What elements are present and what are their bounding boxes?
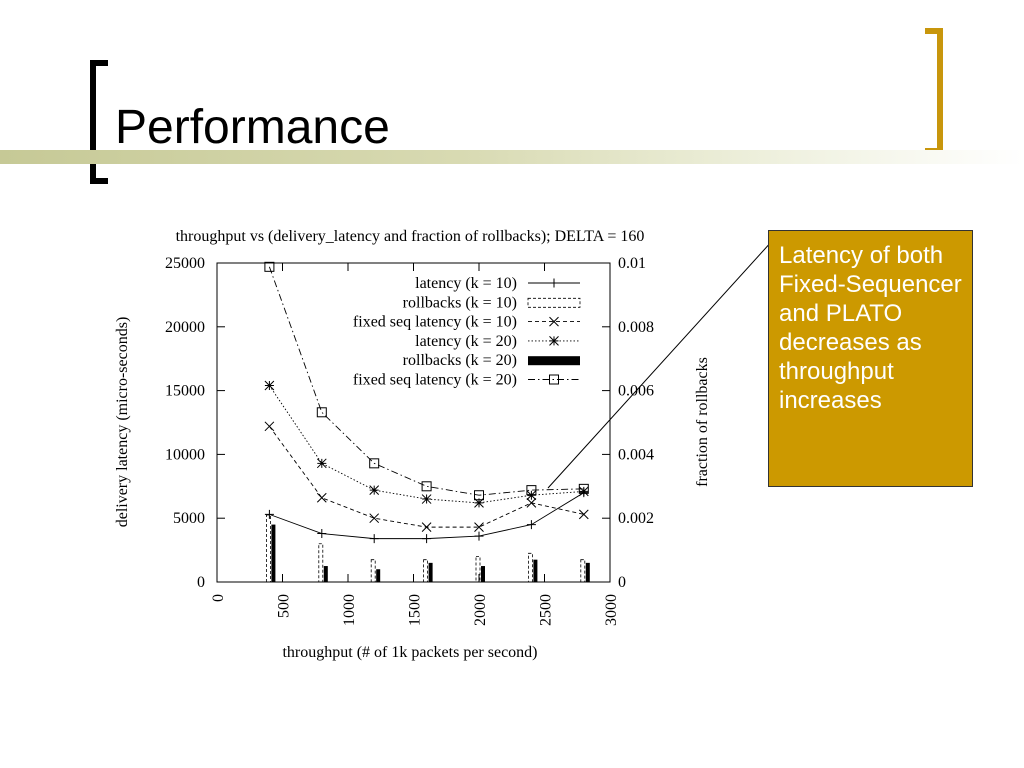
series-point-3 <box>369 485 380 495</box>
slide-title: Performance <box>115 101 390 154</box>
y-axis-label: delivery latency (micro-seconds) <box>114 317 131 528</box>
series-point-0 <box>317 529 327 539</box>
y2-tick-label: 0.004 <box>618 446 654 463</box>
bar-rollbacks-k10 <box>475 556 481 583</box>
series-point-2 <box>421 522 432 532</box>
y-tick-label: 10000 <box>165 446 205 463</box>
y-tick-label: 15000 <box>165 383 205 400</box>
callout-text: Latency of both Fixed-Sequencer and PLAT… <box>779 242 962 414</box>
y-tick-label: 0 <box>197 574 205 591</box>
series-point-3 <box>316 458 327 469</box>
series-point-0 <box>422 534 432 544</box>
x-axis-label: throughput (# of 1k packets per second) <box>282 644 537 661</box>
bar-rollbacks-k20 <box>376 569 381 582</box>
legend-label: latency (k = 10) <box>415 275 517 292</box>
bar-rollbacks-k20 <box>585 562 590 582</box>
series-point-5 <box>526 485 537 496</box>
x-tick-label: 1500 <box>407 594 424 626</box>
y2-tick-label: 0.008 <box>618 319 654 336</box>
series-point-3 <box>474 498 484 508</box>
bar-rollbacks-k20 <box>428 562 433 582</box>
legend-label: rollbacks (k = 10) <box>403 294 517 311</box>
series-line-2 <box>269 426 584 528</box>
x-tick-label: 3000 <box>603 594 620 626</box>
legend-label: fixed seq latency (k = 10) <box>353 314 517 331</box>
legend-marker <box>549 278 559 288</box>
series-point-5 <box>264 261 275 272</box>
bar-rollbacks-k20 <box>323 566 328 582</box>
series-point-5 <box>316 407 327 418</box>
legend-swatch <box>527 297 581 308</box>
legend-label: rollbacks (k = 20) <box>403 352 517 369</box>
callout-leader-line <box>547 239 774 489</box>
series-point-3 <box>264 380 275 391</box>
series-line-3 <box>269 385 584 504</box>
series-point-0 <box>369 534 379 544</box>
series-point-3 <box>526 490 537 501</box>
bar-rollbacks-k10 <box>528 552 533 583</box>
bar-rollbacks-k20 <box>271 524 276 582</box>
y-tick-label: 25000 <box>165 255 205 272</box>
x-tick-label: 2500 <box>538 594 555 626</box>
y2-axis-label: fraction of rollbacks <box>694 357 711 487</box>
y2-tick-label: 0.01 <box>618 255 646 272</box>
y-tick-label: 20000 <box>165 319 205 336</box>
series-point-2 <box>316 492 327 503</box>
x-tick-label: 500 <box>276 594 293 618</box>
series-point-5 <box>421 481 432 492</box>
x-tick-label: 1000 <box>341 594 358 626</box>
callout-box: Latency of both Fixed-Sequencer and PLAT… <box>768 230 973 487</box>
bar-rollbacks-k10 <box>318 543 324 583</box>
chart-title: throughput vs (delivery_latency and frac… <box>176 228 645 245</box>
legend-swatch <box>528 356 580 366</box>
legend-marker <box>549 336 559 346</box>
legend-label: latency (k = 20) <box>415 333 517 350</box>
series-point-2 <box>264 421 275 432</box>
series-point-3 <box>578 486 589 497</box>
y2-tick-label: 0.002 <box>618 510 654 527</box>
y2-tick-label: 0 <box>618 574 626 591</box>
series-point-0 <box>526 520 536 530</box>
bar-rollbacks-k20 <box>533 559 538 582</box>
series-point-2 <box>578 509 589 520</box>
bar-rollbacks-k10 <box>423 559 429 583</box>
series-point-2 <box>526 498 537 508</box>
series-point-0 <box>474 531 484 541</box>
series-point-3 <box>421 494 432 504</box>
legend-marker <box>549 374 559 385</box>
x-tick-label: 2000 <box>472 594 489 626</box>
series-point-5 <box>578 483 589 494</box>
bar-rollbacks-k10 <box>580 559 586 583</box>
left-bracket-decoration <box>90 60 108 184</box>
plot-area: 050001000015000200002500000.0020.0040.00… <box>165 255 654 626</box>
x-tick-label: 0 <box>210 594 227 602</box>
series-point-0 <box>264 509 274 519</box>
series-point-2 <box>369 513 380 524</box>
title-underline-bar <box>0 150 1024 164</box>
legend-marker <box>549 316 559 327</box>
series-point-5 <box>369 458 380 469</box>
series-point-2 <box>474 522 484 532</box>
y-tick-label: 5000 <box>173 510 205 527</box>
legend-label: fixed seq latency (k = 20) <box>353 372 517 389</box>
bar-rollbacks-k20 <box>481 566 485 582</box>
bar-rollbacks-k10 <box>265 514 271 583</box>
series-point-5 <box>474 490 484 501</box>
bar-rollbacks-k10 <box>370 559 376 583</box>
